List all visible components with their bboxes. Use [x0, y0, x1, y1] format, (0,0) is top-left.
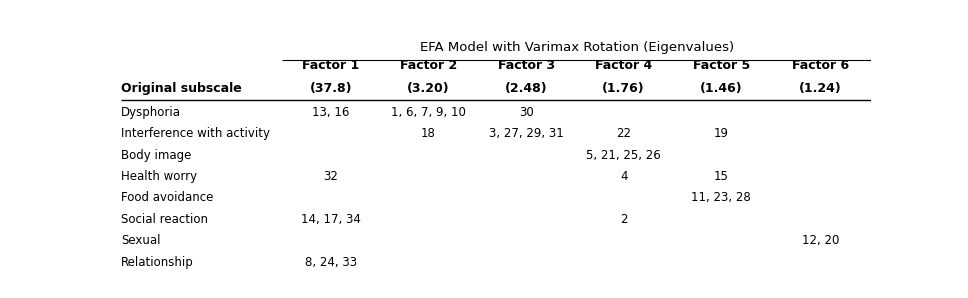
Text: (1.24): (1.24)	[800, 82, 842, 95]
Text: Interference with activity: Interference with activity	[121, 128, 270, 140]
Text: Relationship: Relationship	[121, 255, 194, 268]
Text: 19: 19	[713, 128, 729, 140]
Text: 22: 22	[617, 128, 631, 140]
Text: Dysphoria: Dysphoria	[121, 106, 181, 119]
Text: 18: 18	[421, 128, 436, 140]
Text: 1, 6, 7, 9, 10: 1, 6, 7, 9, 10	[391, 106, 466, 119]
Text: 14, 17, 34: 14, 17, 34	[301, 213, 361, 226]
Text: 4: 4	[620, 170, 627, 183]
Text: Factor 5: Factor 5	[692, 59, 750, 72]
Text: 32: 32	[323, 170, 339, 183]
Text: Original subscale: Original subscale	[121, 82, 242, 95]
Text: 5, 21, 25, 26: 5, 21, 25, 26	[587, 149, 661, 162]
Text: (1.76): (1.76)	[602, 82, 645, 95]
Text: Factor 3: Factor 3	[498, 59, 555, 72]
Text: (3.20): (3.20)	[408, 82, 450, 95]
Text: Sexual: Sexual	[121, 234, 161, 247]
Text: Food avoidance: Food avoidance	[121, 192, 213, 204]
Text: (2.48): (2.48)	[504, 82, 548, 95]
Text: 13, 16: 13, 16	[313, 106, 349, 119]
Text: 8, 24, 33: 8, 24, 33	[305, 255, 357, 268]
Text: Factor 4: Factor 4	[595, 59, 652, 72]
Text: (37.8): (37.8)	[310, 82, 352, 95]
Text: Factor 2: Factor 2	[400, 59, 457, 72]
Text: Social reaction: Social reaction	[121, 213, 208, 226]
Text: Health worry: Health worry	[121, 170, 197, 183]
Text: 11, 23, 28: 11, 23, 28	[691, 192, 751, 204]
Text: 2: 2	[620, 213, 627, 226]
Text: EFA Model with Varimax Rotation (Eigenvalues): EFA Model with Varimax Rotation (Eigenva…	[420, 41, 734, 54]
Text: Body image: Body image	[121, 149, 192, 162]
Text: 30: 30	[519, 106, 533, 119]
Text: Factor 6: Factor 6	[792, 59, 849, 72]
Text: (1.46): (1.46)	[700, 82, 742, 95]
Text: 3, 27, 29, 31: 3, 27, 29, 31	[489, 128, 563, 140]
Text: 15: 15	[713, 170, 729, 183]
Text: 12, 20: 12, 20	[802, 234, 839, 247]
Text: Factor 1: Factor 1	[302, 59, 360, 72]
